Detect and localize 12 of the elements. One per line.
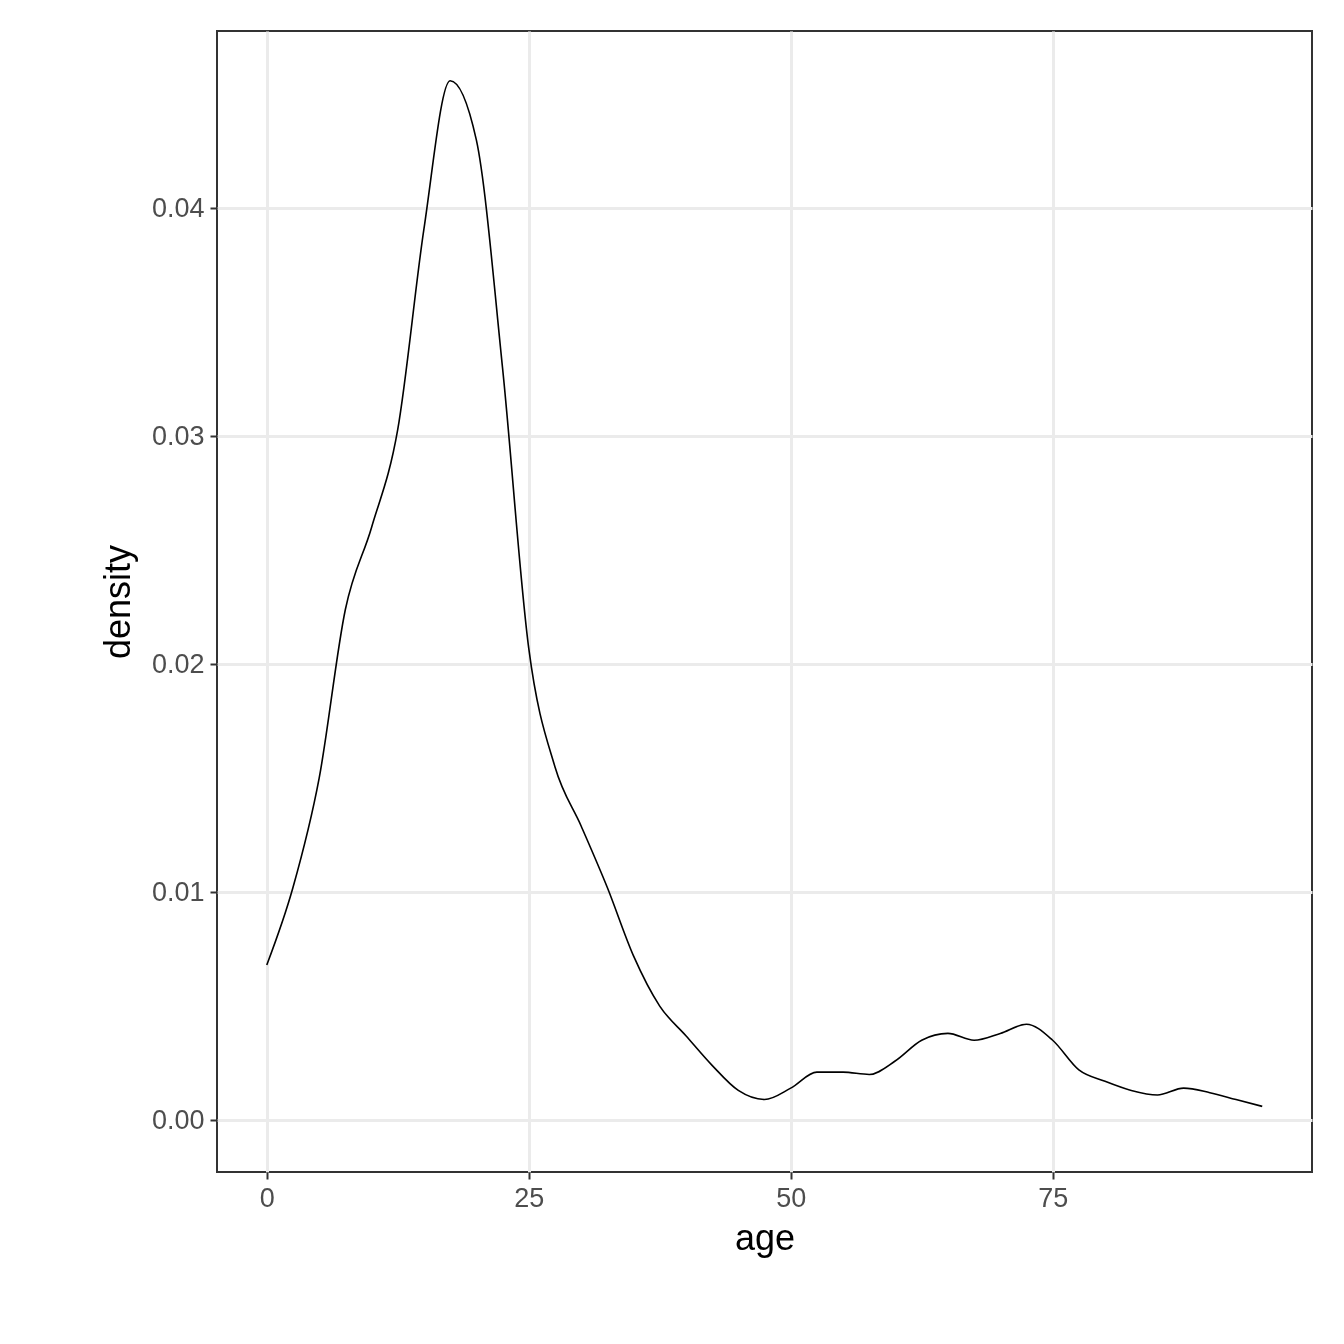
y-tick-label: 0.04	[151, 192, 205, 223]
x-tick-label: 25	[514, 1182, 545, 1213]
y-axis-title: density	[96, 544, 138, 660]
x-tick-label: 75	[1038, 1182, 1069, 1213]
y-tick-label: 0.01	[151, 876, 205, 907]
line-series	[265, 79, 1264, 1108]
y-tick-label: 0.02	[151, 648, 205, 679]
x-axis-title: age	[734, 1216, 796, 1258]
y-tick-label: 0.03	[151, 420, 205, 451]
y-tick-label: 0.00	[151, 1104, 205, 1135]
x-tick-label: 50	[776, 1182, 807, 1213]
x-tick-label: 0	[259, 1182, 275, 1213]
